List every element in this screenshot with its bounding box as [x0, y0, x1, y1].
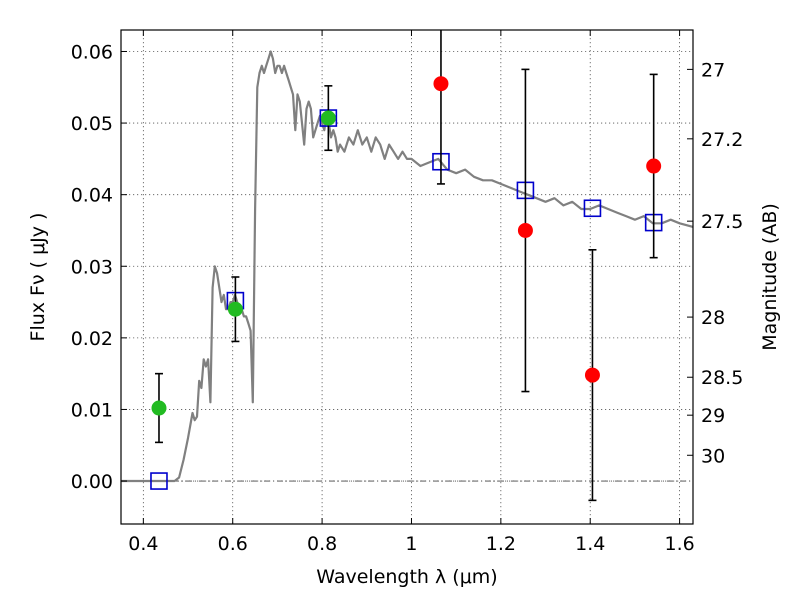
sed-model-line: [121, 50, 693, 483]
grid: [121, 30, 693, 524]
y2-tick-label: 27: [701, 59, 725, 81]
y2-tick-label: 28: [701, 307, 725, 329]
detection-point: [151, 400, 167, 416]
y2-tick-label: 30: [701, 445, 725, 467]
y2-tick-label: 29: [701, 405, 725, 427]
plot-frame: [120, 29, 694, 525]
y2-tick-label: 28.5: [701, 367, 743, 389]
x-tick-label: 0.4: [128, 533, 158, 555]
y-tick-label: 0.05: [71, 113, 113, 135]
x-tick-label: 1.6: [664, 533, 694, 555]
model-photometry-point: [583, 199, 602, 218]
y-tick-label: 0.01: [71, 399, 113, 421]
y2-tick-label: 27.2: [701, 129, 743, 151]
y-tick-label: 0.02: [71, 328, 113, 350]
plot-area: [121, 30, 693, 502]
x-axis-label: Wavelength λ (μm): [316, 566, 497, 588]
x-tick-label: 1.4: [575, 533, 605, 555]
y-tick-label: 0.04: [71, 185, 113, 207]
y2-axis-label: Magnitude (AB): [759, 203, 781, 351]
detection-point: [227, 301, 243, 317]
non-detection-point: [433, 76, 449, 92]
x-tick-label: 0.8: [307, 533, 337, 555]
y2-tick-label: 27.5: [701, 211, 743, 233]
y-axis-label: Flux Fν ( μJy ): [27, 213, 49, 342]
x-tick-label: 1.2: [486, 533, 516, 555]
model-photometry-point: [150, 472, 168, 490]
y-tick-label: 0.06: [71, 41, 113, 63]
series-layer: [121, 30, 693, 502]
non-detection-point: [517, 222, 533, 238]
y-tick-label: 0.00: [71, 471, 113, 493]
y-tick-label: 0.03: [71, 256, 113, 278]
detection-point: [320, 110, 336, 126]
non-detection-point: [646, 158, 662, 174]
non-detection-point: [584, 367, 600, 383]
x-tick-label: 0.6: [218, 533, 248, 555]
x-tick-label: 1: [405, 533, 417, 555]
ticks: 0.4 0.6 0.8 1 1.2 1.4 1.6 0.00 0.01 0.02 0.03 0.04 0…: [71, 30, 743, 555]
